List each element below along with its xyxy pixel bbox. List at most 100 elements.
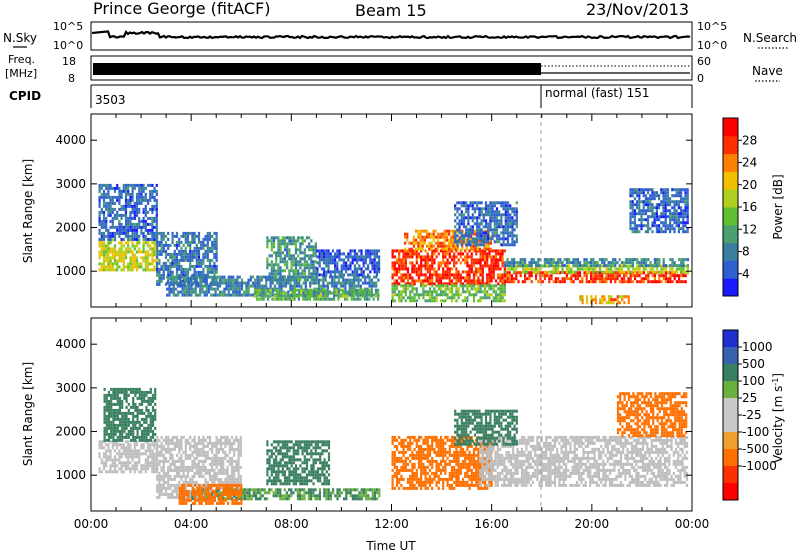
heatmap-cell bbox=[441, 232, 444, 236]
heatmap-cell bbox=[297, 275, 300, 279]
heatmap-cell bbox=[127, 201, 130, 205]
heatmap-cell bbox=[375, 261, 378, 265]
heatmap-cell bbox=[404, 284, 407, 288]
heatmap-cell bbox=[325, 273, 328, 277]
heatmap-cell bbox=[151, 414, 155, 418]
heatmap-cell bbox=[122, 189, 125, 193]
heatmap-cell bbox=[133, 204, 136, 208]
heatmap-cell bbox=[411, 264, 414, 268]
heatmap-cell bbox=[640, 227, 643, 231]
heatmap-cell bbox=[640, 280, 643, 284]
heatmap-cell bbox=[151, 225, 154, 229]
heatmap-cell bbox=[197, 273, 201, 277]
heatmap-cell bbox=[466, 279, 469, 283]
heatmap-cell bbox=[324, 275, 327, 279]
heatmap-cell bbox=[121, 435, 124, 439]
heatmap-cell bbox=[118, 455, 121, 459]
heatmap-cell bbox=[236, 275, 239, 279]
heatmap-cell bbox=[98, 186, 101, 190]
heatmap-cell bbox=[118, 231, 121, 235]
heatmap-cell bbox=[135, 250, 139, 254]
heatmap-cell bbox=[133, 262, 136, 266]
heatmap-cell bbox=[467, 240, 470, 244]
heatmap-cell bbox=[153, 225, 156, 229]
heatmap-cell bbox=[178, 459, 181, 463]
heatmap-cell bbox=[633, 197, 636, 201]
heatmap-cell bbox=[664, 221, 667, 225]
heatmap-cell bbox=[483, 247, 486, 251]
heatmap-cell bbox=[249, 278, 252, 282]
heatmap-cell bbox=[515, 207, 518, 211]
heatmap-cell bbox=[664, 209, 667, 213]
heatmap-cell bbox=[528, 271, 531, 275]
heatmap-cell bbox=[453, 284, 456, 288]
heatmap-cell bbox=[120, 455, 123, 459]
heatmap-cell bbox=[546, 274, 549, 278]
heatmap-cell bbox=[107, 189, 110, 193]
heatmap-cell bbox=[664, 277, 667, 281]
heatmap-cell bbox=[154, 426, 157, 430]
heatmap-cell bbox=[153, 216, 156, 220]
heatmap-cell bbox=[570, 261, 573, 265]
heatmap-cell bbox=[476, 207, 479, 211]
heatmap-cell bbox=[662, 197, 665, 201]
heatmap-cell bbox=[229, 287, 233, 291]
heatmap-cell bbox=[268, 263, 271, 267]
heatmap-cell bbox=[105, 253, 108, 257]
heatmap-cell bbox=[188, 293, 191, 297]
heatmap-cell bbox=[291, 291, 294, 295]
heatmap-cell bbox=[355, 275, 358, 279]
heatmap-cell bbox=[111, 464, 114, 468]
heatmap-cell bbox=[375, 249, 378, 253]
heatmap-cell bbox=[636, 261, 639, 265]
heatmap-cell bbox=[186, 252, 190, 256]
heatmap-cell bbox=[175, 465, 179, 469]
heatmap-cell bbox=[147, 423, 150, 427]
heatmap-cell bbox=[327, 249, 330, 253]
heatmap-cell bbox=[669, 271, 672, 275]
heatmap-cell bbox=[100, 440, 103, 444]
heatmap-cell bbox=[636, 227, 639, 231]
heatmap-cell bbox=[158, 477, 161, 481]
heatmap-cell bbox=[175, 252, 179, 256]
heatmap-cell bbox=[479, 258, 482, 262]
heatmap-cell bbox=[258, 291, 261, 295]
heatmap-cell bbox=[178, 273, 181, 277]
heatmap-cell bbox=[417, 270, 421, 274]
heatmap-cell bbox=[482, 234, 485, 238]
heatmap-cell bbox=[302, 288, 305, 292]
heatmap-cell bbox=[195, 246, 198, 250]
heatmap-cell bbox=[526, 270, 529, 274]
heatmap-cell bbox=[481, 270, 484, 274]
heatmap-cell bbox=[305, 236, 309, 240]
heatmap-cell bbox=[113, 189, 117, 193]
heatmap-cell bbox=[171, 240, 174, 244]
heatmap-cell bbox=[131, 225, 134, 229]
heatmap-cell bbox=[467, 222, 470, 226]
heatmap-cell bbox=[149, 228, 152, 232]
heatmap-cell bbox=[138, 408, 141, 412]
heatmap-cell bbox=[548, 277, 551, 281]
heatmap-cell bbox=[660, 264, 663, 268]
heatmap-cell bbox=[477, 284, 480, 288]
heatmap-cell bbox=[213, 273, 216, 277]
heatmap-cell bbox=[454, 237, 457, 241]
heatmap-cell bbox=[357, 297, 360, 301]
heatmap-cell bbox=[171, 255, 174, 259]
heatmap-cell bbox=[116, 470, 119, 474]
heatmap-cell bbox=[98, 268, 101, 272]
heatmap-cell bbox=[515, 271, 518, 275]
y-tick-label: 3000 bbox=[55, 177, 86, 191]
heatmap-cell bbox=[499, 293, 502, 297]
heatmap-cell bbox=[568, 258, 571, 262]
heatmap-cell bbox=[481, 296, 484, 300]
heatmap-cell bbox=[292, 260, 295, 264]
heatmap-cell bbox=[293, 291, 296, 295]
heatmap-cell bbox=[168, 290, 171, 294]
heatmap-cell bbox=[185, 284, 189, 288]
heatmap-cell bbox=[164, 435, 168, 439]
heatmap-cell bbox=[638, 274, 641, 278]
heatmap-cell bbox=[444, 287, 447, 291]
heatmap-cell bbox=[169, 273, 172, 277]
heatmap-cell bbox=[211, 234, 214, 238]
